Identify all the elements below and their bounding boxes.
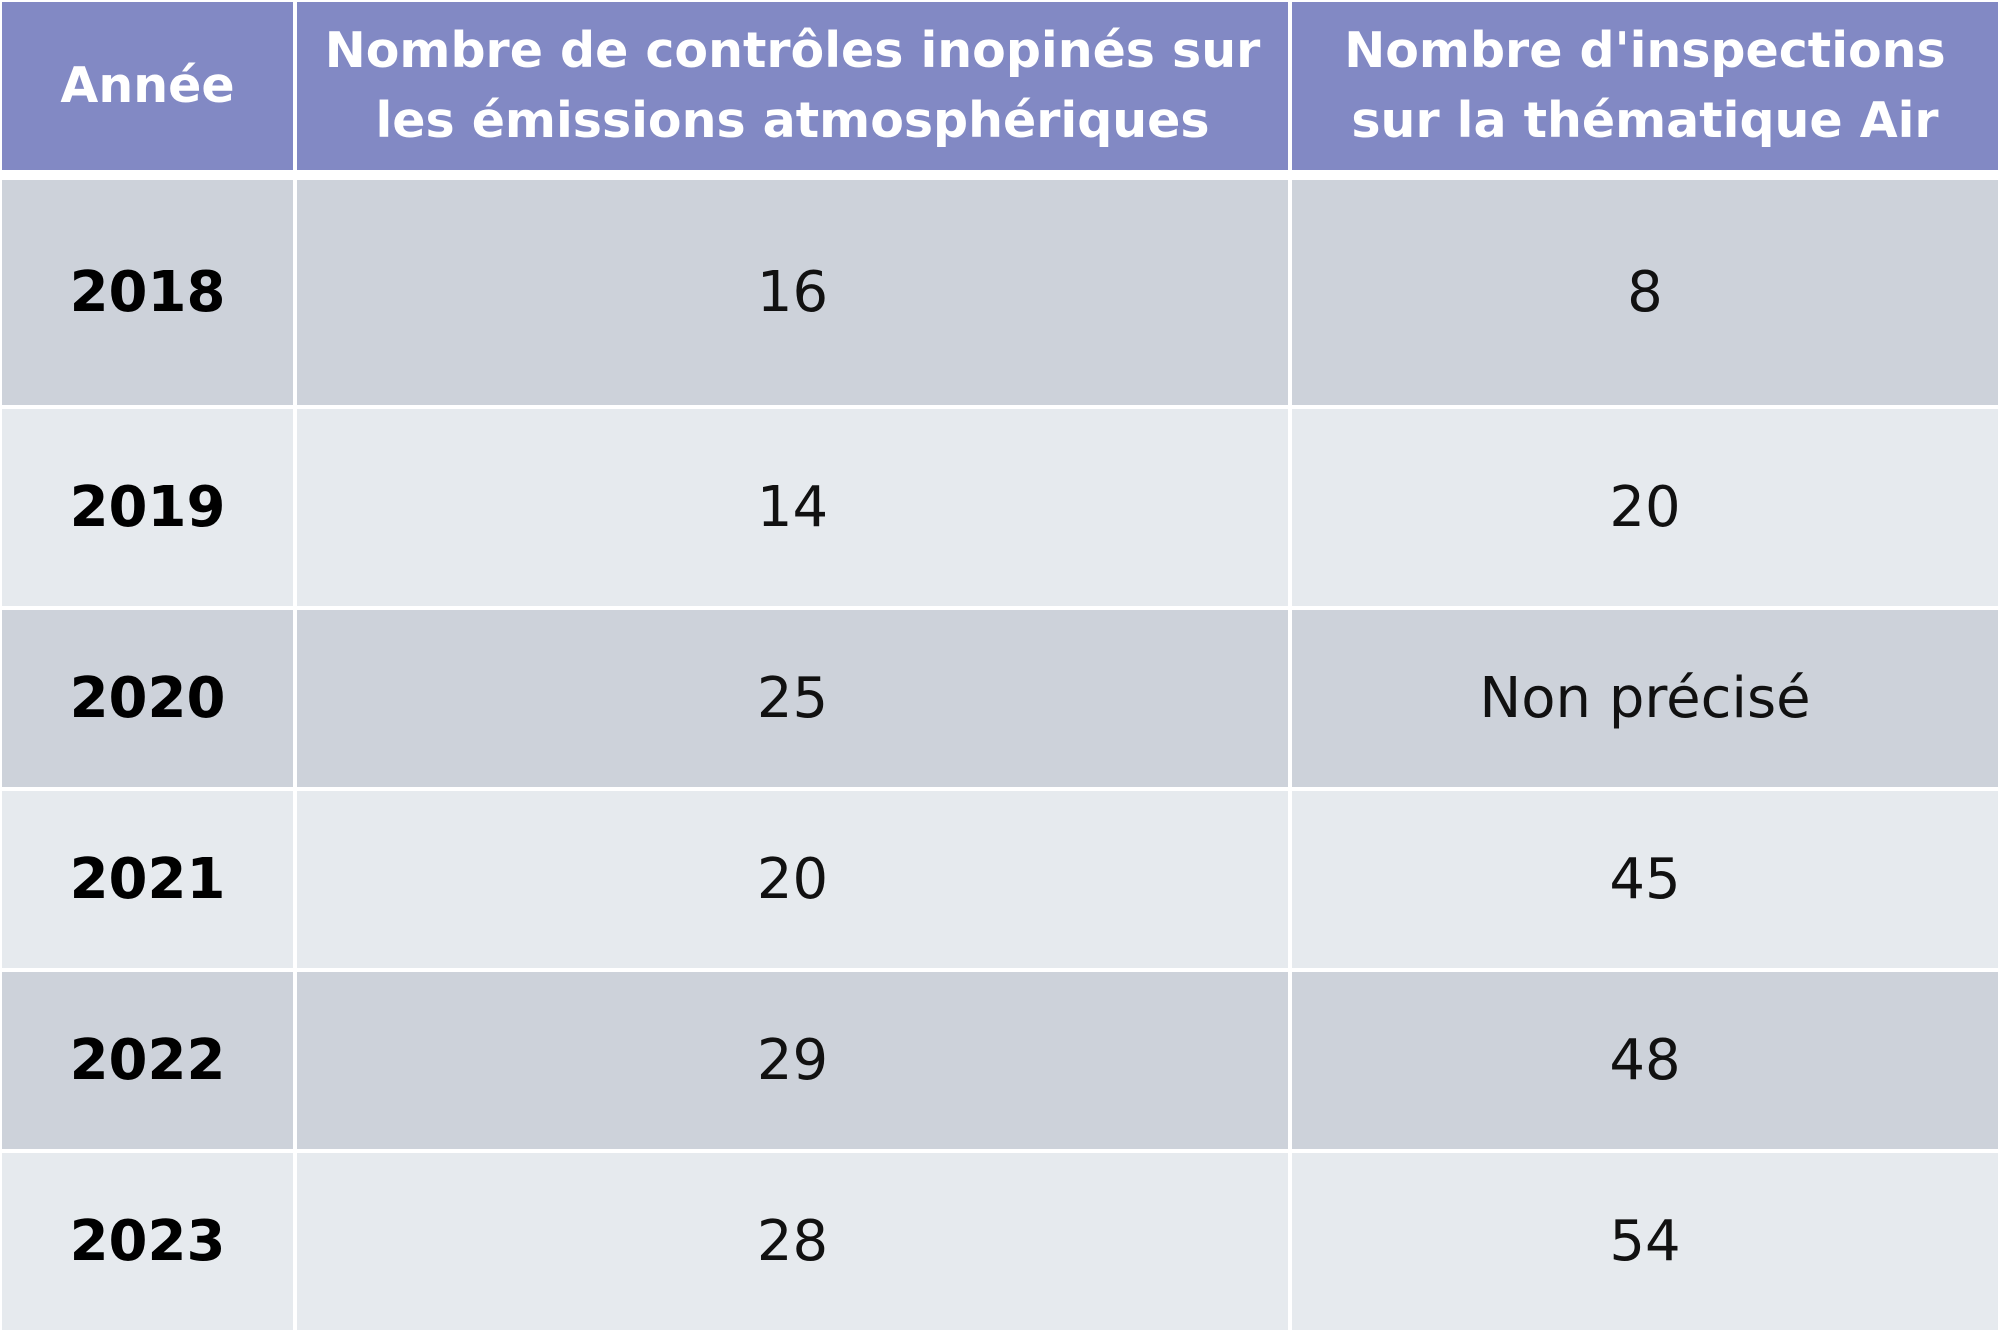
table-row: 2023 28 54 (2, 1153, 1998, 1334)
controls-cell: 28 (297, 1153, 1292, 1334)
table-row: 2021 20 45 (2, 791, 1998, 972)
header-unannounced-controls: Nombre de contrôles inopinés sur les émi… (297, 2, 1292, 180)
year-cell: 2022 (2, 972, 297, 1153)
table-row: 2018 16 8 (2, 180, 1998, 409)
inspections-cell: 45 (1292, 791, 1998, 972)
inspections-cell: Non précisé (1292, 610, 1998, 791)
controls-cell: 25 (297, 610, 1292, 791)
header-year: Année (2, 2, 297, 180)
year-cell: 2019 (2, 409, 297, 610)
table-header-row: Année Nombre de contrôles inopinés sur l… (2, 2, 1998, 180)
table-row: 2022 29 48 (2, 972, 1998, 1153)
year-cell: 2018 (2, 180, 297, 409)
inspections-cell: 8 (1292, 180, 1998, 409)
year-cell: 2020 (2, 610, 297, 791)
year-cell: 2021 (2, 791, 297, 972)
controls-cell: 20 (297, 791, 1292, 972)
controls-cell: 29 (297, 972, 1292, 1153)
year-cell: 2023 (2, 1153, 297, 1334)
header-air-inspections: Nombre d'inspections sur la thématique A… (1292, 2, 1998, 180)
controls-cell: 16 (297, 180, 1292, 409)
table-row: 2020 25 Non précisé (2, 610, 1998, 791)
inspections-cell: 48 (1292, 972, 1998, 1153)
controls-cell: 14 (297, 409, 1292, 610)
table-row: 2019 14 20 (2, 409, 1998, 610)
inspections-cell: 20 (1292, 409, 1998, 610)
inspections-cell: 54 (1292, 1153, 1998, 1334)
